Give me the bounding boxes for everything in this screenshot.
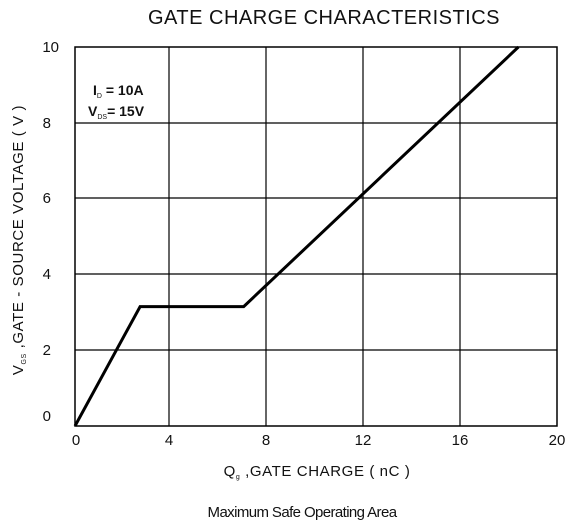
x-tick-label: 4 — [165, 432, 173, 449]
y-tick-label: 0 — [43, 408, 51, 425]
annotation-text: = 10A — [102, 82, 144, 98]
x-axis-label: Qg ,GATE CHARGE ( nC ) — [224, 463, 411, 481]
y-axis-text: ,GATE - SOURCE VOLTAGE ( V ) — [10, 105, 27, 353]
annotation-subscript: D — [97, 93, 102, 100]
x-tick-label: 8 — [262, 432, 270, 449]
x-axis-subscript: g — [236, 474, 241, 481]
grid-lines — [75, 47, 557, 426]
x-axis-symbol: Q — [224, 463, 236, 480]
y-tick-label: 2 — [43, 342, 51, 359]
x-tick-labels: 0 4 8 12 16 20 — [72, 432, 566, 449]
gate-charge-curve — [73, 45, 520, 427]
annotation-drain-source-voltage: VDS= 15V — [88, 103, 145, 121]
annotation-text: = 15V — [107, 103, 145, 119]
plot-frame — [74, 46, 558, 427]
annotation-symbol: V — [88, 103, 98, 119]
y-tick-label: 8 — [43, 115, 51, 132]
x-axis-text: ,GATE CHARGE ( nC ) — [240, 463, 410, 480]
y-tick-labels: 0 2 4 6 8 10 — [42, 39, 59, 425]
y-tick-label: 10 — [42, 39, 59, 56]
annotation-drain-current: ID = 10A — [93, 82, 144, 100]
x-tick-label: 0 — [72, 432, 80, 449]
y-axis-symbol: V — [10, 364, 27, 375]
x-tick-label: 20 — [549, 432, 566, 449]
y-axis-subscript: GS — [21, 353, 28, 364]
y-tick-label: 6 — [43, 190, 51, 207]
chart-title: GATE CHARGE CHARACTERISTICS — [148, 7, 500, 29]
annotation-subscript: DS — [97, 114, 107, 121]
y-tick-label: 4 — [43, 266, 51, 283]
figure-caption: Maximum Safe Operating Area — [208, 504, 398, 521]
y-axis-label: VGS ,GATE - SOURCE VOLTAGE ( V ) — [10, 105, 28, 375]
x-tick-label: 16 — [452, 432, 469, 449]
annotation-symbol: I — [93, 82, 97, 98]
x-tick-label: 12 — [355, 432, 372, 449]
